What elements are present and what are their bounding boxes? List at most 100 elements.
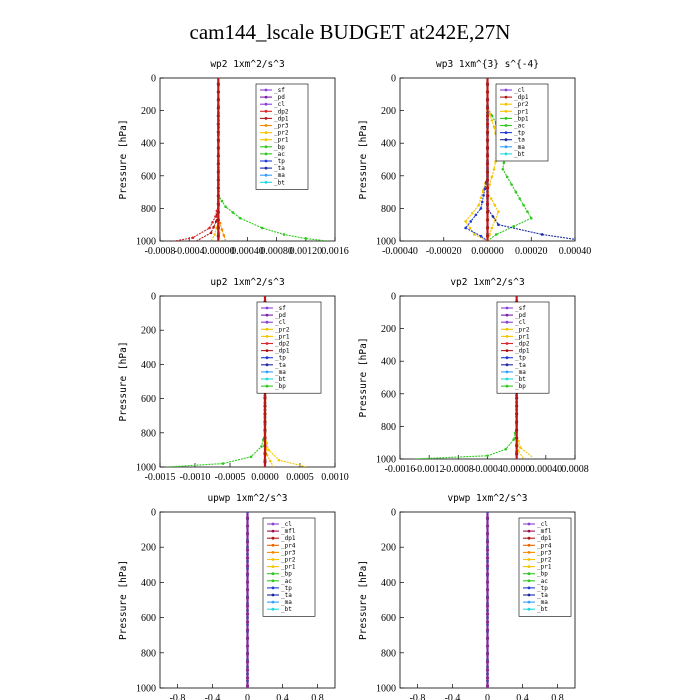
zero-profile-marker — [485, 138, 490, 142]
series-marker — [494, 233, 498, 236]
zero-profile-marker — [245, 564, 250, 568]
y-tick-label: 800 — [381, 422, 396, 433]
series-line_pr1 — [516, 296, 525, 459]
panel-title: vpwp 1xm^2/s^3 — [447, 493, 527, 504]
legend-entry: _ma — [281, 599, 292, 606]
series-marker — [483, 187, 487, 191]
series-marker — [238, 216, 242, 220]
zero-profile-marker — [216, 234, 220, 238]
legend-entry: _ac — [537, 578, 548, 585]
legend-entry: _pd — [274, 94, 285, 101]
x-tick-label: 0.00000 — [202, 246, 235, 257]
series-marker — [213, 233, 216, 236]
legend-marker — [505, 370, 509, 374]
x-tick-label: 0.0008 — [561, 464, 589, 475]
legend-marker — [265, 306, 269, 310]
zero-profile-marker — [245, 652, 250, 656]
zero-profile-marker — [485, 146, 490, 150]
series-marker — [518, 197, 522, 200]
series-marker — [214, 215, 217, 218]
x-tick-label: 0.00000 — [471, 246, 504, 257]
legend-marker — [505, 342, 509, 345]
series-marker — [488, 112, 491, 116]
series-marker — [492, 167, 496, 171]
legend-entry: _bt — [274, 179, 285, 186]
legend-marker — [271, 565, 275, 568]
y-tick-label: 0 — [151, 508, 156, 519]
legend-box — [255, 83, 309, 190]
y-tick-label: 1000 — [376, 455, 396, 466]
legend-entry: _cl — [275, 319, 286, 326]
legend-marker — [271, 600, 275, 604]
zero-profile-marker — [263, 412, 267, 416]
legend-marker — [504, 152, 508, 156]
legend-marker — [505, 356, 509, 360]
y-tick-label: 0 — [151, 292, 156, 303]
series-marker — [208, 226, 211, 230]
zero-profile-marker — [485, 572, 490, 576]
y-tick-label: 1000 — [136, 684, 156, 695]
series-marker — [497, 223, 500, 226]
zero-profile-marker — [245, 548, 250, 552]
legend-entry: _bt — [275, 376, 286, 383]
legend-entry: _tp — [514, 130, 525, 137]
series-marker — [479, 196, 483, 200]
zero-profile-marker — [216, 82, 220, 86]
x-tick-label: 0 — [245, 693, 250, 700]
legend-marker — [504, 131, 508, 135]
x-tick-label: 0 — [485, 693, 490, 700]
y-tick-label: 1000 — [136, 237, 156, 248]
legend-marker — [265, 384, 269, 388]
zero-profile-marker — [216, 122, 220, 126]
zero-profile-marker — [485, 588, 490, 592]
x-tick-label: 0.00040 — [530, 464, 563, 475]
zero-profile-marker — [216, 194, 220, 198]
y-tick-label: 600 — [381, 171, 396, 182]
series-marker — [540, 233, 544, 236]
y-axis-label: Pressure [hPa] — [118, 119, 129, 199]
legend-marker — [265, 342, 269, 345]
zero-profile-marker — [245, 620, 250, 624]
legend-marker — [271, 593, 275, 597]
series-marker — [512, 438, 516, 441]
zero-profile-marker — [216, 162, 220, 166]
zero-profile-marker — [485, 194, 490, 198]
legend-entry: _ma — [537, 599, 548, 606]
legend-marker — [264, 180, 268, 184]
zero-profile-marker — [515, 444, 519, 448]
x-tick-label: -0.0010 — [180, 472, 211, 483]
x-tick-label: 0.0000 — [503, 464, 531, 475]
legend-entry: _pr2 — [274, 130, 289, 137]
y-tick-label: 600 — [141, 171, 156, 182]
legend-entry: _sf — [274, 87, 285, 94]
legend-marker — [271, 522, 275, 526]
legend-marker — [265, 335, 269, 338]
legend-marker — [527, 536, 531, 540]
legend-marker — [527, 586, 531, 590]
x-tick-label: 0.4 — [516, 693, 529, 700]
zero-profile-marker — [245, 644, 250, 648]
zero-profile-marker — [216, 226, 220, 230]
zero-profile-marker — [263, 460, 267, 464]
zero-profile-marker — [485, 202, 490, 206]
legend-entry: _dp2 — [515, 341, 530, 348]
legend-marker — [264, 109, 268, 113]
y-tick-label: 1000 — [376, 684, 396, 695]
zero-profile-marker — [245, 516, 250, 520]
series-group — [464, 78, 575, 241]
legend-marker — [504, 145, 508, 149]
zero-profile-marker — [485, 162, 490, 166]
legend-marker — [527, 529, 531, 533]
y-tick-label: 800 — [141, 648, 156, 659]
x-tick-label: 0.4 — [276, 693, 289, 700]
x-tick-label: 0.0000 — [251, 472, 279, 483]
legend-marker — [505, 313, 509, 317]
x-tick-label: 0.8 — [551, 693, 564, 700]
zero-profile-marker — [245, 588, 250, 592]
zero-profile-marker — [485, 628, 490, 632]
x-tick-label: -0.0016 — [385, 464, 416, 475]
legend-marker — [265, 377, 269, 381]
x-tick-label: -0.0004 — [174, 246, 205, 257]
y-tick-label: 400 — [381, 139, 396, 150]
